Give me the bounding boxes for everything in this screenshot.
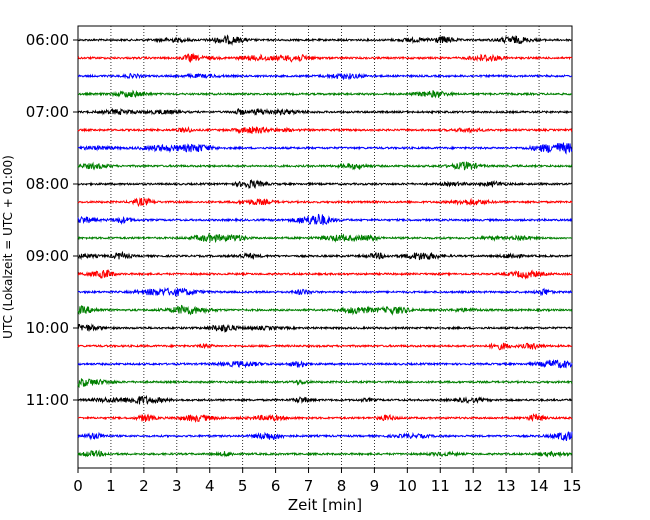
trace-0800: [77, 178, 573, 190]
trace-1100: [77, 394, 573, 405]
trace-0900: [77, 250, 573, 261]
trace-0715: [77, 126, 573, 135]
plot-frame: [77, 25, 573, 469]
x-tick-label: 3: [172, 477, 182, 495]
y-tick-label: 07:00: [26, 103, 69, 121]
trace-0815: [77, 197, 573, 208]
trace-1045: [77, 378, 573, 389]
y-axis-ticks: 06:00 07:00 08:00 09:00 10:00 11:00: [26, 31, 78, 409]
x-tick-label: 1: [106, 477, 116, 495]
trace-0845: [77, 232, 573, 244]
x-tick-label: 9: [370, 477, 380, 495]
trace-0915: [77, 269, 573, 280]
trace-0600: [77, 34, 573, 46]
x-tick-label: 10: [398, 477, 417, 495]
y-tick-label: 06:00: [26, 31, 69, 49]
trace-0745: [77, 161, 573, 171]
trace-0830: [77, 213, 573, 226]
trace-0730: [77, 142, 573, 155]
x-tick-label: 6: [271, 477, 281, 495]
trace-1115: [77, 413, 573, 423]
trace-0930: [77, 286, 573, 297]
y-tick-label: 09:00: [26, 247, 69, 265]
x-axis-ticks: 0 1 2 3 4 5 6 7 8 9 10 11 12 13 14 15: [73, 468, 582, 495]
x-axis-label: Zeit [min]: [288, 496, 362, 514]
y-tick-label: 10:00: [26, 319, 69, 337]
trace-0645: [77, 89, 573, 99]
x-tick-label: 7: [304, 477, 314, 495]
x-tick-label: 5: [238, 477, 248, 495]
x-tick-label: 0: [73, 477, 83, 495]
x-tick-label: 15: [562, 477, 581, 495]
trace-0615: [77, 52, 573, 64]
x-tick-label: 4: [205, 477, 215, 495]
trace-group: [77, 34, 573, 458]
trace-0630: [77, 72, 573, 81]
y-tick-label: 11:00: [26, 391, 69, 409]
trace-0700: [77, 107, 573, 116]
x-tick-label: 13: [497, 477, 516, 495]
x-tick-label: 2: [139, 477, 149, 495]
y-axis-label: UTC (Lokalzeit = UTC + 01:00): [1, 155, 15, 339]
trace-1030: [77, 359, 573, 369]
trace-0945: [77, 304, 573, 316]
trace-1000: [77, 323, 573, 333]
x-tick-label: 8: [337, 477, 347, 495]
trace-1145: [77, 449, 573, 458]
x-tick-label: 14: [530, 477, 549, 495]
trace-1015: [77, 342, 573, 351]
x-tick-label: 11: [431, 477, 450, 495]
x-tick-label: 12: [464, 477, 483, 495]
y-tick-label: 08:00: [26, 175, 69, 193]
trace-1130: [77, 431, 573, 442]
